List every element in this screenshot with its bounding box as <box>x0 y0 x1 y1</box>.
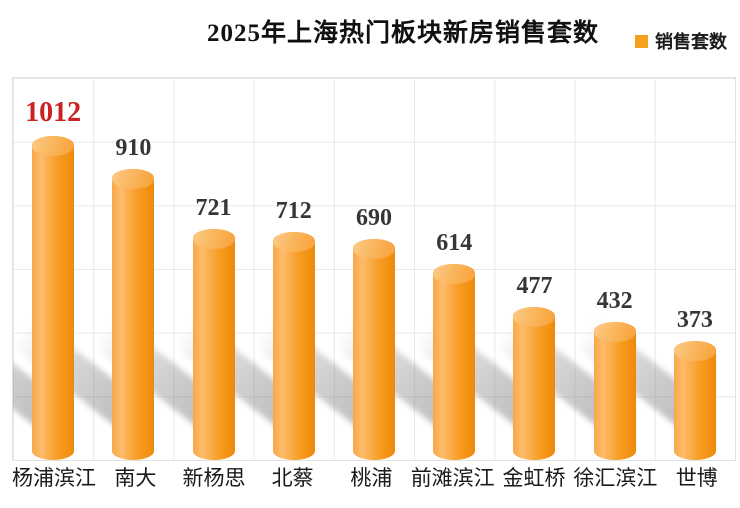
legend-marker-icon <box>635 34 648 48</box>
category-label: 金虹桥 <box>502 466 566 490</box>
category-label: 世博 <box>675 466 718 490</box>
bar-column: 1012 <box>13 78 93 460</box>
bar <box>352 239 395 460</box>
bar-value-label: 477 <box>516 273 553 299</box>
bar-value-label: 721 <box>195 195 232 221</box>
bar <box>192 229 235 460</box>
category-label: 徐汇滨江 <box>573 466 658 490</box>
category-label: 新杨思 <box>182 466 246 490</box>
chart-title: 2025年上海热门板块新房销售套数 <box>206 20 600 47</box>
bar-column: 721 <box>82 78 253 460</box>
category-label: 桃浦 <box>350 466 393 490</box>
bar <box>673 341 716 460</box>
bar <box>513 307 556 460</box>
x-axis-labels: 杨浦滨江 南大 新杨思 北蔡 桃浦 前滩滨江 金虹桥 徐汇滨江 世博 <box>12 464 736 492</box>
bar-value-label: 432 <box>596 288 633 314</box>
category-label: 南大 <box>114 466 157 490</box>
bar-value-label: 910 <box>115 135 152 161</box>
bar-value-label: 614 <box>436 230 473 256</box>
legend-label: 销售套数 <box>655 32 727 52</box>
bar-column: 373 <box>563 78 735 460</box>
category-label: 杨浦滨江 <box>12 466 96 490</box>
category-label: 北蔡 <box>271 466 314 490</box>
bar-value-label: 373 <box>676 307 713 333</box>
bar <box>112 169 155 460</box>
bar-value-label: 690 <box>355 205 392 231</box>
bar <box>593 322 636 460</box>
bar-column: 910 <box>13 78 173 460</box>
plot-area: 1012 910 721 712 690 614 477 432 373 <box>12 77 736 461</box>
bar-column: 712 <box>162 78 334 460</box>
category-label: 前滩滨江 <box>410 466 495 490</box>
bar-value-label: 712 <box>275 198 312 224</box>
bar-column: 432 <box>483 78 655 460</box>
legend: 销售套数 <box>635 28 727 54</box>
bar-column: 690 <box>242 78 414 460</box>
bar <box>433 264 476 460</box>
bar-column: 477 <box>403 78 574 460</box>
bar-value-label: 1012 <box>25 97 82 128</box>
bar <box>32 136 75 460</box>
bar <box>272 232 315 460</box>
bar-column: 614 <box>322 78 494 460</box>
